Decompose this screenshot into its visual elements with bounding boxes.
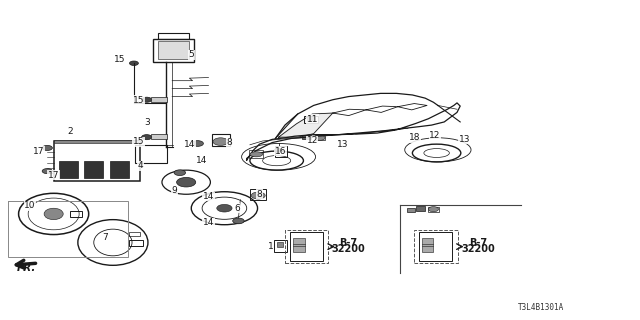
Ellipse shape <box>428 207 438 212</box>
Bar <box>274 240 287 252</box>
Text: 32200: 32200 <box>332 244 365 254</box>
Ellipse shape <box>44 208 63 220</box>
Bar <box>109 161 129 178</box>
Text: 14: 14 <box>203 218 214 227</box>
Bar <box>250 188 266 200</box>
Bar <box>276 243 283 247</box>
Text: 14: 14 <box>184 140 195 149</box>
Bar <box>212 134 230 146</box>
Text: 4: 4 <box>138 161 143 170</box>
Bar <box>419 232 452 261</box>
Text: 15: 15 <box>132 137 144 146</box>
Text: 1: 1 <box>268 242 274 251</box>
Bar <box>293 238 305 252</box>
Text: 17: 17 <box>48 171 60 180</box>
Text: B-7: B-7 <box>469 238 487 248</box>
Ellipse shape <box>250 152 262 157</box>
Bar <box>151 134 167 140</box>
Bar <box>428 207 438 212</box>
Bar <box>307 117 315 121</box>
Bar <box>84 161 103 178</box>
Ellipse shape <box>141 135 152 140</box>
Text: 12: 12 <box>429 131 440 140</box>
Ellipse shape <box>213 138 228 145</box>
Bar <box>248 150 262 158</box>
Ellipse shape <box>141 97 152 102</box>
Bar <box>70 211 83 217</box>
Text: 18: 18 <box>408 133 420 142</box>
Bar <box>285 230 328 263</box>
Ellipse shape <box>129 61 138 66</box>
Ellipse shape <box>274 148 283 153</box>
Text: 6: 6 <box>234 204 240 213</box>
Bar <box>151 97 167 102</box>
Bar <box>129 240 143 246</box>
Ellipse shape <box>192 141 204 146</box>
Bar <box>135 145 167 163</box>
Text: 5: 5 <box>188 50 194 59</box>
Ellipse shape <box>233 218 244 224</box>
Bar <box>407 208 415 212</box>
Text: 2: 2 <box>67 127 73 136</box>
Text: T3L4B1301A: T3L4B1301A <box>518 303 564 312</box>
Text: 7: 7 <box>102 233 108 242</box>
Bar <box>415 206 424 211</box>
Text: B-7: B-7 <box>340 238 358 248</box>
Text: 13: 13 <box>337 140 348 149</box>
Bar <box>304 116 318 123</box>
Text: 15: 15 <box>132 96 144 105</box>
Bar <box>414 230 458 263</box>
Text: 13: 13 <box>459 135 470 144</box>
Polygon shape <box>278 113 333 137</box>
Bar <box>275 146 287 157</box>
Text: 9: 9 <box>172 186 177 195</box>
Text: 32200: 32200 <box>461 244 495 254</box>
Text: 3: 3 <box>144 118 150 127</box>
Bar <box>290 232 323 261</box>
Text: 14: 14 <box>203 192 214 201</box>
Text: 8: 8 <box>257 190 262 199</box>
Text: 15: 15 <box>113 55 125 64</box>
Ellipse shape <box>42 169 52 174</box>
Bar <box>8 201 127 257</box>
Bar <box>158 41 189 59</box>
Ellipse shape <box>251 192 265 199</box>
Text: 12: 12 <box>307 136 318 146</box>
Ellipse shape <box>42 145 52 150</box>
Bar <box>422 238 433 252</box>
Ellipse shape <box>315 135 325 140</box>
Text: 17: 17 <box>33 147 44 156</box>
Bar <box>302 135 311 140</box>
Ellipse shape <box>174 170 186 176</box>
Text: 16: 16 <box>275 147 286 156</box>
Text: 11: 11 <box>307 115 318 124</box>
Bar <box>153 38 195 62</box>
Bar <box>315 135 325 140</box>
Text: FR.: FR. <box>17 263 36 274</box>
Bar <box>54 140 140 142</box>
Ellipse shape <box>177 178 196 187</box>
Bar <box>59 161 78 178</box>
Text: 10: 10 <box>24 202 36 211</box>
Bar <box>129 232 140 236</box>
Bar <box>158 33 189 38</box>
Text: 14: 14 <box>196 156 208 165</box>
Bar <box>54 141 140 180</box>
Text: 8: 8 <box>227 138 232 147</box>
Ellipse shape <box>217 204 232 212</box>
